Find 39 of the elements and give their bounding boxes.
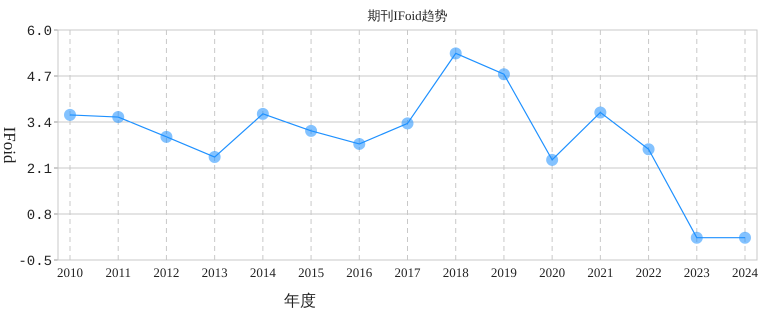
x-tick-label: 2017 [394,265,421,280]
x-axis-title: 年度 [284,292,316,310]
y-tick-label: 2.1 [26,162,52,178]
x-tick-label: 2014 [250,265,276,280]
point [64,108,76,121]
point [256,108,269,120]
point [208,151,221,164]
point [594,106,606,118]
x-tick-label: 2010 [57,265,83,280]
x-tick-label: 2013 [202,265,228,280]
point [402,117,414,130]
x-tick-label: 2019 [490,265,517,280]
x-tick-label: 2012 [153,265,180,280]
x-tick-label: 2018 [442,265,469,280]
x-tick-label: 2023 [684,265,710,280]
point [642,143,655,156]
y-tick-label: 6.0 [26,24,52,40]
point [160,130,172,143]
chart-title: 期刊IFoid趋势 [367,8,448,23]
point [498,68,510,80]
x-tick-label: 2021 [587,265,614,280]
y-tick-label: -0.5 [18,254,52,270]
x-tick-label: 2015 [298,265,324,280]
point [450,47,462,60]
point [353,138,366,150]
y-tick-label: 3.4 [26,116,52,132]
x-tick-label: 2024 [732,265,758,280]
y-tick-label: 4.7 [26,70,52,86]
point [305,124,318,137]
x-tick-label: 2020 [539,265,566,280]
x-tick-label: 2011 [105,265,131,280]
y-tick-label: 0.8 [26,208,52,224]
x-tick-label: 2022 [636,265,662,280]
point [690,232,703,244]
point [112,111,124,124]
point [739,232,751,244]
point [546,154,558,166]
x-tick-label: 2016 [346,265,373,280]
y-axis-title: IFoid [0,126,19,164]
